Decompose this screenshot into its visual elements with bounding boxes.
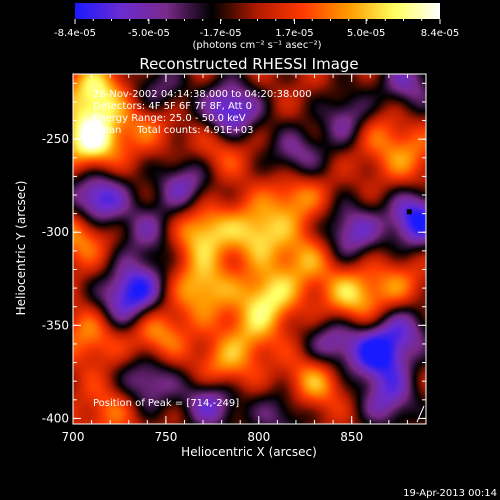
- y-tick-label: -300: [42, 225, 69, 239]
- annotation-time: 26-Nov-2002 04:14:38.000 to 04:20:38.000: [93, 89, 312, 100]
- annotation-counts: Clean Total counts: 4.91E+03: [93, 125, 253, 136]
- colorbar-tick-label: -5.0e-05: [128, 28, 170, 39]
- chart-title: Reconstructed RHESSI Image: [139, 55, 358, 73]
- colorbar-tick-label: 1.7e-05: [275, 28, 313, 39]
- peak-marker: [406, 209, 412, 215]
- colorbar-ticks: [74, 19, 441, 24]
- colorbar-tick-labels: -8.4e-05 -5.0e-05 -1.7e-05 1.7e-05 5.0e-05 8.…: [54, 28, 459, 39]
- heatmap-image: [73, 74, 426, 424]
- footer-date: 19-Apr-2013 00:14: [403, 488, 497, 499]
- x-axis-title: Heliocentric X (arcsec): [181, 445, 317, 459]
- annotations: 26-Nov-2002 04:14:38.000 to 04:20:38.000…: [93, 89, 312, 409]
- y-axis-ticks: -250 -300 -350 -400: [42, 82, 426, 425]
- x-tick-label: 750: [154, 430, 177, 444]
- annotation-energy: Energy Range: 25.0 - 50.0 keV: [93, 113, 246, 124]
- annotation-detectors: Detectors: 4F 5F 6F 7F 8F, Att 0: [93, 101, 252, 112]
- colorbar-tick-label: -8.4e-05: [54, 28, 96, 39]
- corner-marker: [416, 405, 425, 423]
- x-axis-ticks: 700 750 800 850: [62, 74, 427, 444]
- y-axis-title: Heliocentric Y (arcsec): [14, 181, 28, 316]
- plot-frame: [72, 73, 427, 425]
- colorbar-tick-label: 8.4e-05: [421, 28, 459, 39]
- colorbar: [75, 3, 440, 19]
- y-tick-label: -400: [42, 411, 69, 425]
- peak-position-label: Position of Peak = [714,-249]: [93, 398, 239, 409]
- x-tick-label: 850: [340, 430, 363, 444]
- y-tick-label: -250: [42, 132, 69, 146]
- colorbar-tick-label: 5.0e-05: [347, 28, 385, 39]
- x-tick-label: 800: [247, 430, 270, 444]
- colorbar-units: (photons cm⁻² s⁻¹ asec⁻²): [192, 40, 321, 51]
- x-tick-label: 700: [62, 430, 85, 444]
- colorbar-tick-label: -1.7e-05: [200, 28, 242, 39]
- y-tick-label: -350: [42, 318, 69, 332]
